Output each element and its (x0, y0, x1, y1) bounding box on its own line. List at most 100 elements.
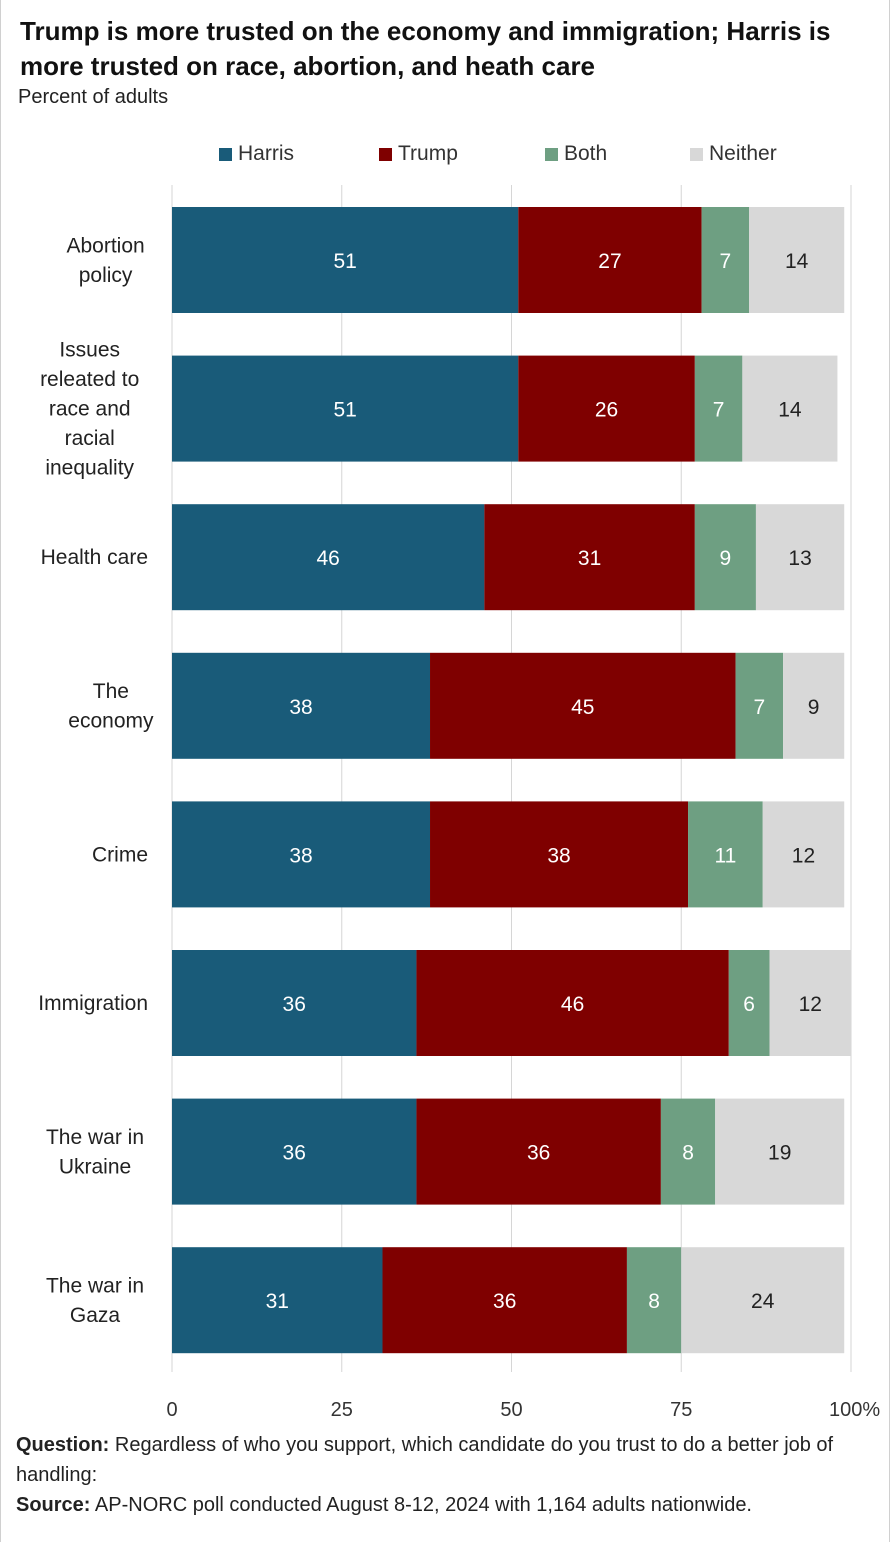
category-label-immigration: Immigration (38, 992, 148, 1015)
data-label-ukraine-trump: 36 (527, 1142, 550, 1165)
x-tick-label-2: 50 (500, 1399, 522, 1421)
bar-gaza-harris (172, 1247, 383, 1354)
bar-race-harris (172, 355, 519, 462)
bar-immigration-neither (769, 950, 851, 1056)
bar-ukraine-harris (172, 1098, 417, 1205)
bar-ukraine-neither (715, 1098, 845, 1205)
bar-crime-both (688, 801, 763, 908)
data-label-ukraine-neither: 19 (768, 1142, 791, 1165)
data-label-crime-both: 11 (714, 844, 736, 867)
question-text: Regardless of who you support, which can… (16, 1434, 834, 1486)
data-label-gaza-harris: 31 (266, 1290, 289, 1313)
data-label-ukraine-harris: 36 (283, 1142, 306, 1165)
legend-label-trump: Trump (398, 142, 458, 165)
category-label-economy: The economy (68, 680, 154, 733)
chart-subtitle: Percent of adults (18, 86, 169, 108)
data-label-gaza-both: 8 (648, 1290, 660, 1313)
bar-economy-neither (783, 652, 845, 759)
bar-crime-harris (172, 801, 431, 908)
bar-gaza-both (626, 1247, 682, 1354)
source-note: Source: AP-NORC poll conducted August 8-… (16, 1490, 878, 1520)
data-label-race-harris: 51 (333, 399, 356, 422)
bar-abortion-policy-harris (172, 207, 519, 313)
data-label-health-care-both: 9 (720, 547, 732, 570)
category-label-line: Issues (59, 339, 120, 362)
bar-immigration-both (728, 950, 770, 1056)
data-label-abortion-policy-neither: 14 (785, 250, 809, 273)
category-label-line: economy (68, 710, 154, 733)
data-label-crime-trump: 38 (547, 844, 570, 867)
category-label-line: Crime (92, 843, 148, 866)
data-label-abortion-policy-both: 7 (720, 250, 732, 273)
bar-economy-trump (430, 652, 736, 759)
legend-swatch-neither (690, 147, 703, 161)
bar-abortion-policy-both (701, 207, 750, 313)
data-label-health-care-trump: 31 (578, 547, 601, 570)
x-tick-label-3: 75 (670, 1399, 692, 1421)
data-label-economy-harris: 38 (289, 696, 312, 719)
bar-crime-neither (762, 801, 845, 908)
data-label-race-both: 7 (713, 399, 725, 422)
data-label-race-neither: 14 (778, 399, 802, 422)
legend-swatch-trump (379, 147, 392, 161)
bar-immigration-trump (416, 950, 729, 1056)
category-label-line: race and (49, 398, 131, 421)
data-label-abortion-policy-harris: 51 (333, 250, 356, 273)
data-label-immigration-harris: 36 (283, 993, 306, 1016)
bar-immigration-harris (172, 950, 417, 1056)
category-label-line: policy (79, 264, 133, 287)
data-label-economy-both: 7 (753, 696, 765, 719)
legend-label-neither: Neither (709, 142, 777, 165)
bar-economy-harris (172, 652, 431, 759)
bar-gaza-trump (382, 1247, 627, 1354)
bar-ukraine-both (660, 1098, 716, 1205)
bar-economy-both (735, 652, 784, 759)
question-note: Question: Regardless of who you support,… (16, 1430, 878, 1490)
legend-label-both: Both (564, 142, 608, 165)
x-tick-label-0: 0 (166, 1399, 177, 1421)
legend-item-neither: Neither (690, 142, 777, 166)
category-label-line: Abortion (66, 234, 144, 257)
category-label-line: Health care (41, 546, 148, 569)
bar-race-trump (518, 355, 695, 462)
legend: Harris Trump Both Neither (0, 142, 892, 170)
data-label-crime-neither: 12 (792, 844, 815, 867)
data-label-economy-trump: 45 (571, 696, 594, 719)
data-label-abortion-policy-trump: 27 (598, 250, 621, 273)
category-label-crime: Crime (92, 843, 148, 866)
legend-label-harris: Harris (238, 142, 294, 165)
stacked-bar-chart: 51 27 7 14 Abortion policy 51 26 7 14 Issues releat… (38, 185, 880, 1421)
bar-race-neither (742, 355, 838, 462)
legend-item-harris: Harris (219, 142, 294, 166)
category-label-line: Ukraine (59, 1155, 131, 1178)
category-label-line: racial (65, 427, 115, 450)
data-label-gaza-neither: 24 (751, 1290, 775, 1313)
bar-ukraine-trump (416, 1098, 661, 1205)
data-label-crime-harris: 38 (289, 844, 312, 867)
legend-swatch-harris (219, 147, 232, 161)
data-label-immigration-neither: 12 (799, 993, 822, 1016)
category-label-line: Gaza (70, 1304, 121, 1327)
category-label-line: The war in (46, 1126, 144, 1149)
source-text: AP-NORC poll conducted August 8-12, 2024… (90, 1494, 752, 1516)
data-label-gaza-trump: 36 (493, 1290, 516, 1313)
category-label-line: Immigration (38, 992, 148, 1015)
category-label-race: Issues releated to race and racial inequalit… (40, 339, 139, 480)
x-tick-label-1: 25 (331, 1399, 353, 1421)
bar-crime-trump (430, 801, 689, 908)
category-label-line: releated to (40, 368, 139, 391)
chart-footer: Question: Regardless of who you support,… (16, 1430, 878, 1520)
bar-health-care-neither (755, 504, 845, 611)
data-label-immigration-trump: 46 (561, 993, 584, 1016)
legend-swatch-both (545, 147, 558, 161)
bar-abortion-policy-trump (518, 207, 702, 313)
legend-item-both: Both (545, 142, 607, 166)
category-label-gaza: The war in Gaza (46, 1274, 144, 1327)
data-label-economy-neither: 9 (808, 696, 820, 719)
data-label-race-trump: 26 (595, 399, 618, 422)
bar-gaza-neither (681, 1247, 845, 1354)
data-label-health-care-harris: 46 (316, 547, 339, 570)
category-label-line: The war in (46, 1274, 144, 1297)
bar-health-care-trump (484, 504, 695, 611)
